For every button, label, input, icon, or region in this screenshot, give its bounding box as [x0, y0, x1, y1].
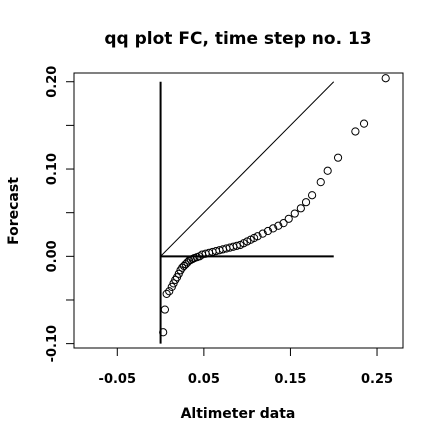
y-tick-label: 0.10: [45, 153, 60, 185]
y-tick-label: 0.00: [45, 240, 60, 272]
data-point: [296, 204, 305, 213]
data-point: [171, 275, 180, 285]
reference-line: [160, 81, 335, 257]
x-tick-label: 0.05: [188, 372, 220, 387]
data-point: [359, 119, 369, 128]
data-point: [290, 209, 299, 218]
y-tick-label: 0.20: [45, 66, 60, 98]
data-point: [307, 191, 317, 200]
data-points: [159, 74, 390, 337]
y-tick-label: -0.10: [45, 325, 60, 362]
plot-frame: [73, 72, 404, 349]
data-point: [159, 328, 168, 337]
data-point: [381, 74, 390, 83]
data-point: [253, 232, 262, 241]
data-point: [274, 221, 283, 230]
reference-lines: [159, 81, 335, 344]
x-tick-label: 0.15: [274, 372, 306, 387]
data-point: [188, 254, 197, 264]
data-point: [323, 166, 332, 175]
data-point: [269, 224, 278, 233]
data-point: [301, 198, 311, 207]
data-point: [162, 289, 171, 298]
data-point: [316, 178, 325, 187]
chart-title: qq plot FC, time step no. 13: [104, 29, 371, 49]
data-point: [279, 219, 288, 228]
x-axis-label: Altimeter data: [181, 406, 296, 422]
y-axis-label: Forecast: [6, 177, 22, 245]
data-point: [333, 153, 343, 162]
data-point: [232, 241, 241, 250]
data-point: [165, 287, 174, 296]
x-axis: -0.05 0.05 0.15 0.25: [99, 347, 393, 387]
data-point: [284, 214, 293, 223]
x-tick-label: -0.05: [99, 372, 136, 387]
data-point: [160, 305, 170, 314]
data-point: [351, 127, 360, 136]
data-point: [263, 226, 273, 236]
data-point: [258, 229, 267, 238]
x-tick-label: 0.25: [361, 372, 393, 387]
y-axis: -0.10 0.00 0.10 0.20: [45, 66, 75, 362]
